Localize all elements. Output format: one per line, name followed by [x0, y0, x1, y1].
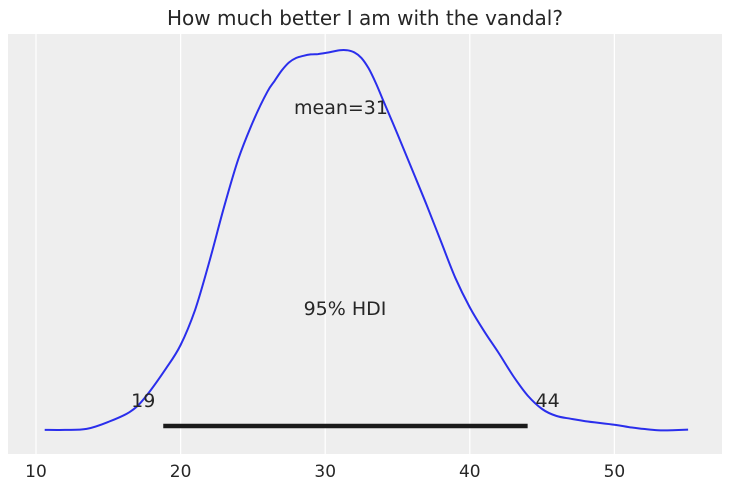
plot-area [8, 34, 722, 454]
x-tick-label-10: 10 [25, 462, 47, 482]
density-curve-0 [44, 49, 689, 432]
x-tick-label-50: 50 [604, 462, 626, 482]
x-tick-label-40: 40 [459, 462, 481, 482]
x-ticks: 10 20 30 40 50 [25, 462, 625, 482]
grid-lines [35, 34, 616, 454]
hdi-annotation: 95% HDI [304, 298, 387, 320]
x-tick-label-20: 20 [170, 462, 192, 482]
hdi-high-label: 44 [536, 390, 560, 412]
hdi-group: 19 44 [131, 390, 560, 429]
mean-annotation: mean=31 [294, 97, 388, 119]
chart-title: How much better I am with the vandal? [167, 6, 563, 30]
x-tick-label-30: 30 [314, 462, 336, 482]
series-group [44, 49, 689, 432]
hdi-low-label: 19 [131, 390, 155, 412]
